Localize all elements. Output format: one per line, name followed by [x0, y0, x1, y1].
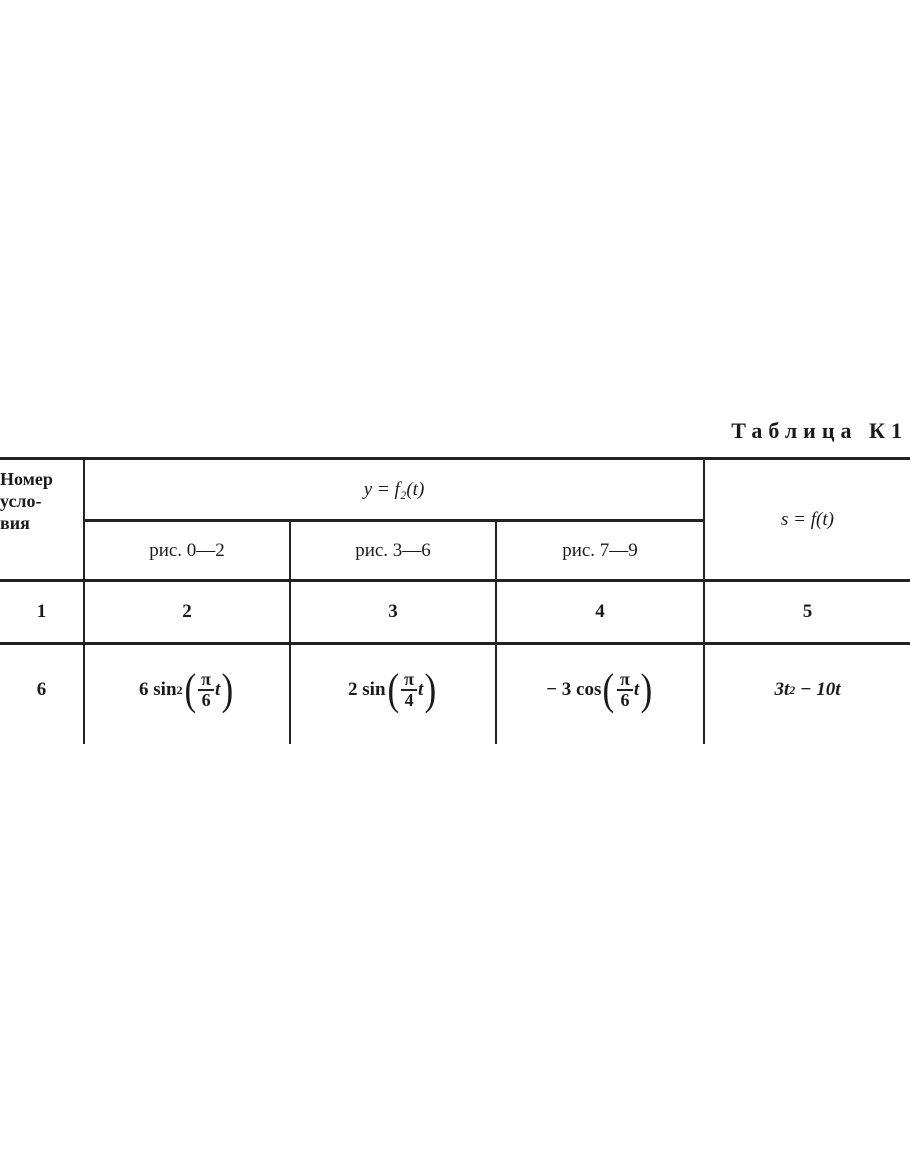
col-number-4: 4 [595, 601, 605, 622]
col-number-5: 5 [802, 601, 813, 622]
rule-header-bottom [0, 579, 910, 582]
col-number-1: 1 [36, 601, 47, 622]
numerator: π [617, 670, 633, 691]
formula-coef: 2 sin [348, 679, 386, 700]
formula-term: − 10t [795, 679, 841, 700]
rule-v2 [289, 520, 291, 744]
paren-open: ( [183, 665, 196, 714]
header-line: усло- [0, 491, 42, 511]
col-number-3: 3 [388, 601, 398, 622]
rule-v4 [703, 458, 705, 744]
paren-close: ) [424, 665, 437, 714]
header-line: Номер [0, 469, 53, 489]
table-title: Таблица К1 [731, 418, 908, 443]
header-condition-number: Номер усло- вия [0, 462, 83, 579]
denominator: 4 [404, 690, 414, 710]
rule-v3 [495, 520, 497, 744]
header-fig-7-9: рис. 7—9 [562, 539, 638, 561]
header-fig-3-6: рис. 3—6 [355, 539, 431, 561]
rule-subheader [84, 519, 704, 522]
header-fig-0-2: рис. 0—2 [149, 539, 225, 561]
paren-open: ( [602, 665, 615, 714]
formula-var: t [215, 679, 221, 700]
formula-power: 2 [176, 682, 183, 697]
denominator: 6 [201, 690, 211, 710]
formula-coef: 6 sin [139, 679, 177, 700]
formula-term: 3t [774, 679, 790, 700]
condition-number: 6 [36, 679, 47, 700]
formula-var: t [633, 679, 640, 700]
formula-var: t [418, 679, 424, 700]
paren-close: ) [221, 665, 234, 714]
rule-numbering-bottom [0, 642, 910, 645]
formula-power: 2 [789, 682, 796, 697]
formula-coef: − 3 cos [546, 679, 602, 700]
rule-top [0, 457, 910, 460]
paren-close: ) [640, 665, 653, 714]
rule-v1 [83, 458, 85, 744]
numerator: π [401, 670, 418, 691]
header-s: s = f(t) [781, 508, 834, 530]
col-number-2: 2 [182, 601, 192, 622]
header-line: вия [0, 513, 30, 533]
formula-s: 3t 2 − 10t [705, 645, 910, 735]
paren-open: ( [386, 665, 399, 714]
header-group-y: y = f₂(t) [363, 478, 425, 500]
denominator: 6 [620, 690, 630, 710]
numerator: π [198, 670, 215, 691]
